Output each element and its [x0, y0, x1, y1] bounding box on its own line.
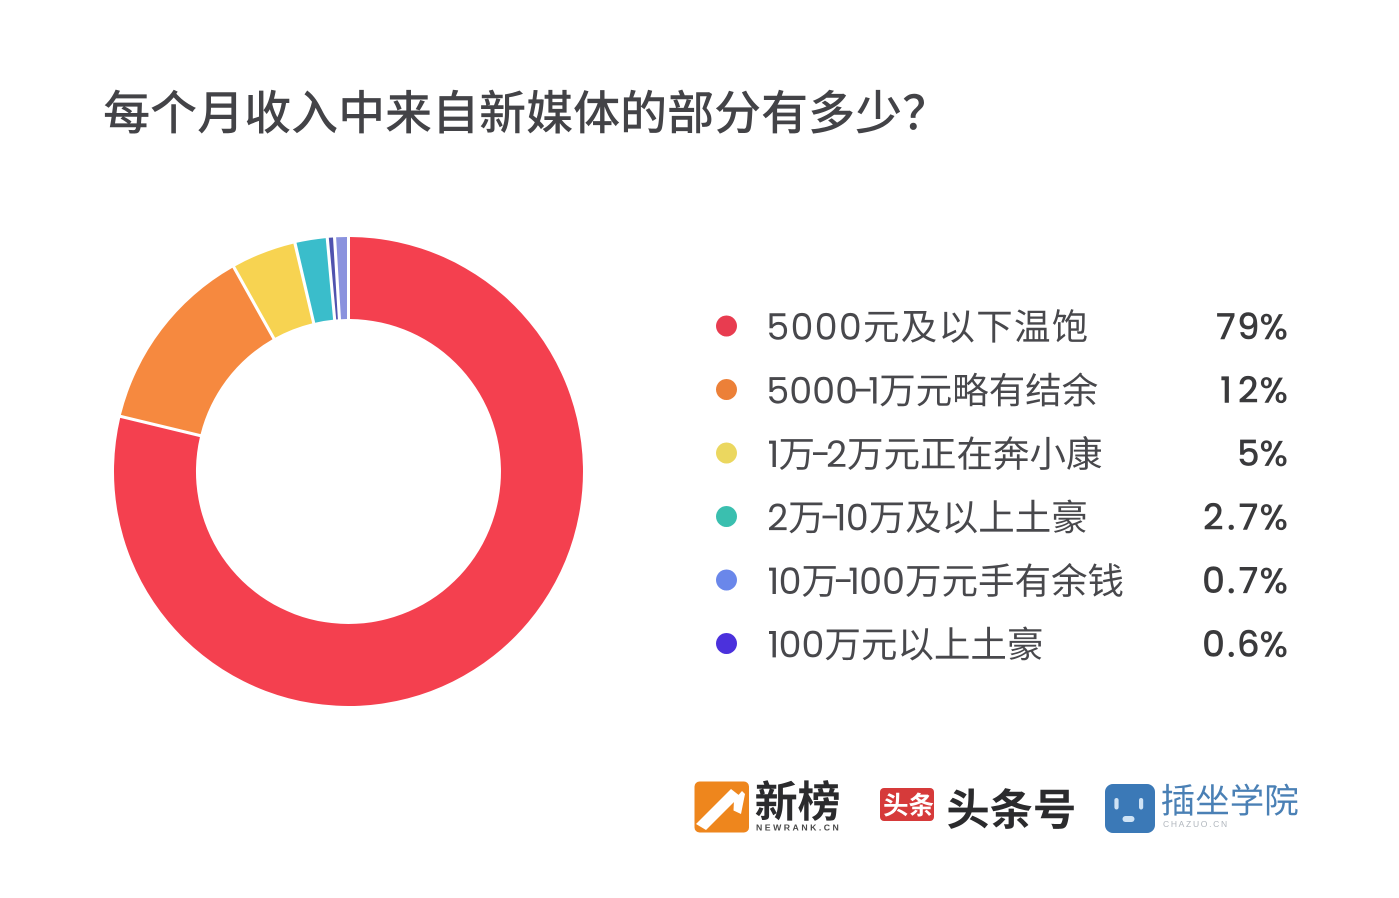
svg-text:NEWRANK.CN: NEWRANK.CN [756, 823, 841, 833]
svg-text:CHAZUO.CN: CHAZUO.CN [1163, 819, 1229, 829]
